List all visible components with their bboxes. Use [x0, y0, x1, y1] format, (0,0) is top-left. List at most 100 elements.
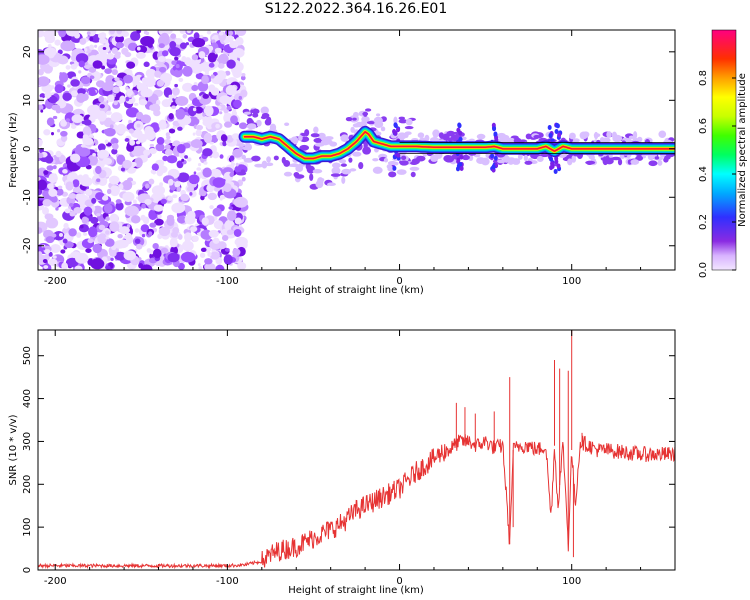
heatmap-blob: [579, 132, 586, 140]
heatmap-blob: [240, 169, 246, 174]
heatmap-blob: [184, 155, 188, 159]
heatmap-blob: [396, 127, 401, 133]
top-y-tick-label: -20: [22, 238, 33, 254]
heatmap-blob: [207, 52, 217, 63]
heatmap-blob: [214, 47, 222, 54]
heatmap-blob: [201, 217, 209, 226]
top-x-tick-label: -200: [44, 276, 67, 287]
heatmap-blob: [78, 70, 82, 74]
heatmap-blob: [122, 74, 133, 84]
heatmap-blob: [52, 165, 57, 170]
heatmap-blob: [234, 217, 242, 225]
heatmap-blob: [208, 45, 214, 51]
heatmap-blob: [74, 265, 83, 270]
heatmap-blob: [218, 53, 229, 65]
heatmap-blob: [410, 161, 418, 165]
heatmap-blob: [96, 178, 101, 183]
top-y-axis-label: Frequency (Hz): [8, 112, 19, 188]
heatmap-blob: [145, 68, 157, 78]
heatmap-blob: [283, 171, 293, 177]
heatmap-blob: [219, 197, 223, 201]
heatmap-blob: [567, 158, 573, 166]
heatmap-blob: [476, 133, 486, 140]
bottom-x-tick-label: 0: [396, 576, 402, 587]
heatmap-blob: [524, 160, 533, 165]
heatmap-blob: [159, 72, 173, 84]
heatmap-blob: [158, 226, 171, 237]
heatmap-blob: [128, 128, 135, 134]
heatmap-blob: [456, 127, 461, 133]
heatmap-blob: [79, 38, 87, 45]
heatmap-blob: [238, 122, 248, 130]
heatmap-blob: [192, 107, 197, 112]
heatmap-blob: [58, 30, 67, 38]
heatmap-blob: [113, 100, 118, 106]
heatmap-blob: [345, 116, 353, 122]
heatmap-blob: [174, 83, 178, 88]
heatmap-blob: [141, 233, 146, 238]
heatmap-blob: [208, 62, 215, 68]
heatmap-blob: [246, 123, 257, 130]
heatmap-blob: [134, 238, 141, 244]
heatmap-blob: [115, 80, 123, 88]
heatmap-blob: [105, 207, 112, 213]
heatmap-blob: [57, 128, 61, 133]
heatmap-blob: [85, 248, 92, 254]
heatmap-blob: [104, 127, 116, 137]
heatmap-blob: [50, 195, 58, 203]
heatmap-blob: [111, 142, 119, 150]
heatmap-blob: [191, 54, 199, 61]
heatmap-blob: [122, 179, 133, 191]
heatmap-blob: [91, 197, 97, 204]
heatmap-blob: [160, 247, 169, 254]
heatmap-blob: [398, 119, 408, 124]
heatmap-blob: [349, 168, 357, 172]
heatmap-blob: [117, 234, 123, 239]
heatmap-blob: [450, 134, 460, 142]
heatmap-blob: [410, 171, 416, 178]
heatmap-blob: [265, 162, 274, 167]
heatmap-blob: [119, 95, 126, 103]
heatmap-blob: [169, 46, 181, 57]
heatmap-blob: [122, 193, 130, 199]
heatmap-blob: [120, 167, 126, 172]
heatmap-blob: [273, 155, 279, 161]
heatmap-blob: [261, 160, 268, 169]
heatmap-blob: [167, 178, 174, 186]
heatmap-blob: [317, 177, 324, 185]
heatmap-blob: [212, 237, 220, 244]
heatmap-blob: [104, 238, 115, 247]
heatmap-blob: [172, 142, 177, 147]
heatmap-blob: [131, 145, 147, 157]
heatmap-blob: [110, 257, 114, 262]
heatmap-blob: [136, 46, 141, 51]
heatmap-blob: [55, 150, 62, 158]
heatmap-blob: [548, 132, 553, 138]
heatmap-blob: [115, 201, 124, 211]
bottom-x-axis-label: Height of straight line (km): [288, 585, 424, 596]
heatmap-blob: [164, 144, 171, 150]
heatmap-blob: [290, 136, 299, 145]
heatmap-blob: [330, 173, 341, 177]
heatmap-blob: [251, 155, 261, 162]
heatmap-blob: [208, 229, 219, 238]
heatmap-blob: [124, 51, 132, 58]
heatmap-blob: [228, 30, 234, 36]
heatmap-blob: [83, 119, 92, 126]
heatmap-blob: [69, 210, 76, 217]
heatmap-blob: [140, 114, 152, 124]
heatmap-blob: [416, 155, 426, 162]
heatmap-blob: [52, 115, 58, 120]
heatmap-blob: [87, 238, 94, 244]
heatmap-blob: [48, 188, 58, 197]
top-x-axis-label: Height of straight line (km): [288, 285, 424, 296]
heatmap-blob: [116, 30, 122, 35]
heatmap-blob: [179, 30, 186, 34]
heatmap-blob: [47, 44, 52, 48]
heatmap-blob: [198, 266, 203, 270]
heatmap-blob: [63, 222, 69, 229]
heatmap-blob: [235, 37, 244, 46]
heatmap-blob: [47, 183, 54, 190]
heatmap-blob: [654, 156, 660, 160]
heatmap-blob: [99, 104, 105, 109]
